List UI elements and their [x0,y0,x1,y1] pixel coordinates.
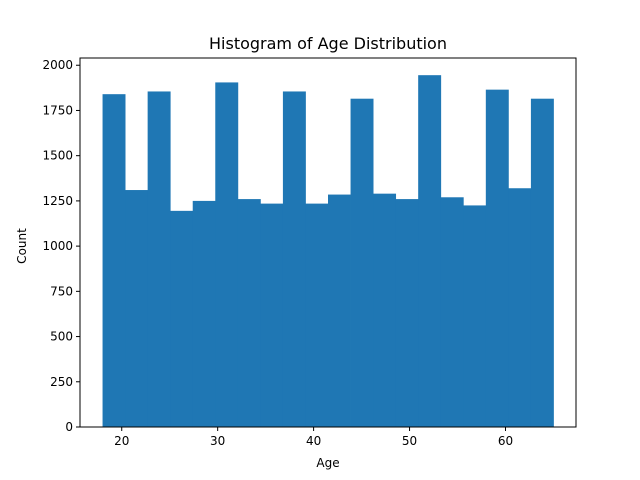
y-tick-label: 250 [50,375,73,389]
histogram-bar [373,193,397,427]
x-axis-label: Age [316,456,339,470]
histogram-bar [328,194,351,427]
y-tick-label: 2000 [42,58,73,72]
y-tick-label: 1250 [42,194,73,208]
histogram-bar [463,205,487,427]
histogram-bar [237,199,261,427]
x-tick-label: 20 [114,434,129,448]
histogram-bar [530,98,554,427]
histogram-bar [260,203,284,427]
x-tick-label: 60 [498,434,513,448]
y-tick-label: 1000 [42,239,73,253]
y-tick-label: 1500 [42,149,73,163]
histogram-bar [215,82,239,428]
y-tick-label: 500 [50,330,73,344]
histogram-bar [418,75,442,428]
histogram-bar [125,190,149,427]
histogram-bar [102,94,126,428]
histogram-bar [485,89,509,428]
histogram-bar [282,91,306,428]
y-tick-label: 0 [65,420,73,434]
x-tick-label: 40 [306,434,321,448]
histogram-bar [192,200,216,427]
chart-title: Histogram of Age Distribution [209,34,447,53]
histogram-bar [147,91,171,428]
histogram-bar [508,188,532,427]
histogram-bar [395,199,419,427]
y-axis-label: Count [15,228,29,264]
histogram-bar [170,210,194,427]
x-tick-label: 50 [402,434,417,448]
x-axis-ticks: 20 30 40 50 60 [114,427,513,448]
bars-group [102,75,554,428]
plot-frame [79,57,577,428]
x-tick-label: 30 [210,434,225,448]
y-tick-label: 750 [50,284,73,298]
histogram-bar [440,197,464,427]
y-tick-label: 1750 [42,103,73,117]
histogram-bar [305,203,329,427]
histogram-bar [350,98,374,427]
y-axis-ticks: 0 250 500 750 1000 1250 1500 1750 2000 [42,58,80,434]
